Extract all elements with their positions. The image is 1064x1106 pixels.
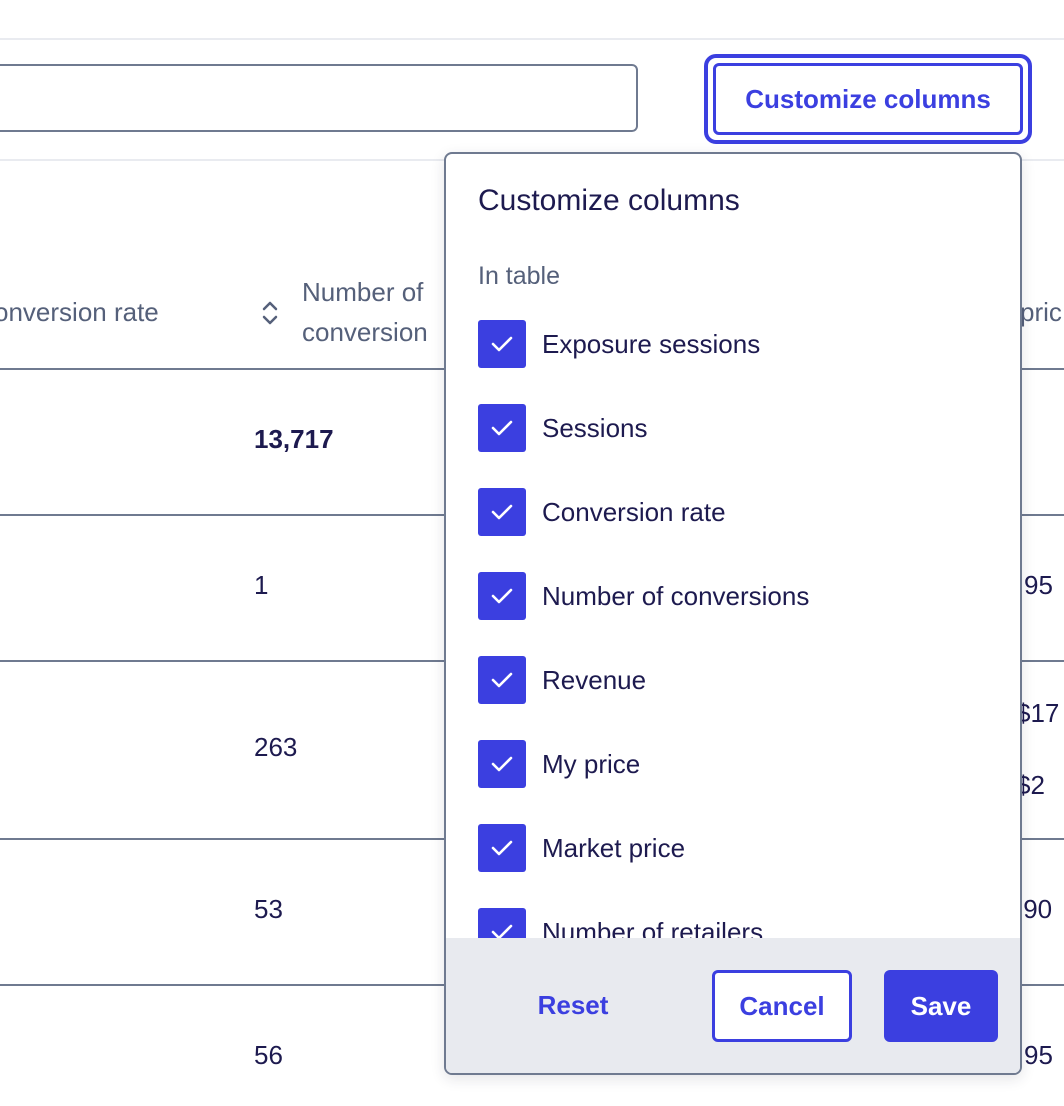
table-cell-price: .90 <box>1016 894 1053 924</box>
column-option-exposure-sessions[interactable]: Exposure sessions <box>478 320 760 368</box>
table-cell-price: 95 <box>1024 570 1053 600</box>
table-cell-conversions: 56 <box>254 1040 283 1070</box>
check-icon <box>491 924 513 938</box>
check-icon <box>491 672 513 688</box>
popover-section-label: In table <box>478 262 561 290</box>
column-option-label: Number of retailers <box>542 916 764 939</box>
column-option-label: Number of conversions <box>542 580 810 611</box>
checkbox-checked[interactable] <box>478 740 526 788</box>
customize-columns-popover: Customize columns In table Exposure sess… <box>444 152 1022 1075</box>
table-cell-conversions: 13,717 <box>254 424 334 454</box>
popover-footer: Reset Cancel Save <box>446 938 1020 1073</box>
save-button[interactable]: Save <box>884 970 998 1042</box>
column-option-market-price[interactable]: Market price <box>478 824 685 872</box>
popover-title: Customize columns <box>478 184 740 217</box>
checkbox-checked[interactable] <box>478 404 526 452</box>
column-option-number-of-retailers[interactable]: Number of retailers <box>478 908 763 938</box>
column-option-label: My price <box>542 748 641 779</box>
column-header-conversion-rate[interactable]: onversion rate <box>0 297 159 327</box>
column-option-number-of-conversions[interactable]: Number of conversions <box>478 572 809 620</box>
table-cell-price: $17 <box>1016 698 1060 728</box>
column-option-conversion-rate[interactable]: Conversion rate <box>478 488 726 536</box>
column-option-label: Conversion rate <box>542 496 726 527</box>
table-cell-conversions: 263 <box>254 732 298 762</box>
customize-columns-button-label: Customize columns <box>713 63 1023 135</box>
customize-columns-button[interactable]: Customize columns <box>704 54 1032 144</box>
sort-updown-icon[interactable] <box>258 298 282 328</box>
table-cell-conversions: 53 <box>254 894 283 924</box>
column-option-sessions[interactable]: Sessions <box>478 404 648 452</box>
column-options-list[interactable]: Exposure sessions Sessions Conversion ra… <box>446 304 1020 938</box>
checkbox-checked[interactable] <box>478 320 526 368</box>
column-option-label: Exposure sessions <box>542 328 761 359</box>
column-option-label: Sessions <box>542 412 648 443</box>
table-cell-price: 95 <box>1024 1040 1053 1070</box>
check-icon <box>491 420 513 436</box>
column-option-label: Market price <box>542 832 686 863</box>
search-input[interactable] <box>0 64 638 132</box>
checkbox-checked[interactable] <box>478 656 526 704</box>
column-header-line: Number of <box>302 277 424 307</box>
column-option-revenue[interactable]: Revenue <box>478 656 646 704</box>
column-header-line: conversion <box>302 317 428 347</box>
check-icon <box>491 756 513 772</box>
cancel-button[interactable]: Cancel <box>712 970 852 1042</box>
check-icon <box>491 840 513 856</box>
check-icon <box>491 504 513 520</box>
check-icon <box>491 336 513 352</box>
column-option-label: Revenue <box>542 664 647 695</box>
column-option-my-price[interactable]: My price <box>478 740 640 788</box>
checkbox-checked[interactable] <box>478 572 526 620</box>
top-divider <box>0 38 1064 40</box>
checkbox-checked[interactable] <box>478 908 526 938</box>
table-cell-conversions: 1 <box>254 570 269 600</box>
checkbox-checked[interactable] <box>478 488 526 536</box>
column-header-price[interactable]: pric <box>1020 297 1062 327</box>
reset-button[interactable]: Reset <box>508 970 638 1040</box>
checkbox-checked[interactable] <box>478 824 526 872</box>
check-icon <box>491 588 513 604</box>
column-header-number-of-conversions[interactable]: Number of conversion <box>302 272 428 352</box>
